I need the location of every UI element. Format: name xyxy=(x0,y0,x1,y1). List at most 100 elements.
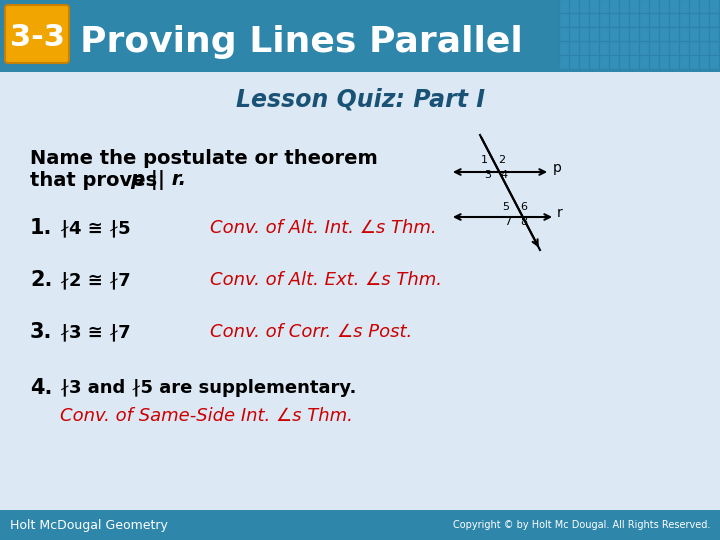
Text: 3-3: 3-3 xyxy=(9,24,64,52)
Text: 3: 3 xyxy=(485,170,492,180)
FancyBboxPatch shape xyxy=(650,14,659,27)
FancyBboxPatch shape xyxy=(700,42,709,55)
Text: Name the postulate or theorem: Name the postulate or theorem xyxy=(30,148,378,167)
FancyBboxPatch shape xyxy=(570,56,579,69)
FancyBboxPatch shape xyxy=(620,28,629,41)
Text: 1.: 1. xyxy=(30,218,53,238)
Text: 4: 4 xyxy=(500,170,508,180)
Text: ∤4 ≅ ∤5: ∤4 ≅ ∤5 xyxy=(60,219,130,237)
FancyBboxPatch shape xyxy=(590,28,599,41)
FancyBboxPatch shape xyxy=(620,56,629,69)
FancyBboxPatch shape xyxy=(610,56,619,69)
FancyBboxPatch shape xyxy=(570,0,579,13)
FancyBboxPatch shape xyxy=(700,56,709,69)
FancyBboxPatch shape xyxy=(640,28,649,41)
FancyBboxPatch shape xyxy=(600,28,609,41)
FancyBboxPatch shape xyxy=(630,42,639,55)
FancyBboxPatch shape xyxy=(0,0,720,72)
FancyBboxPatch shape xyxy=(640,14,649,27)
FancyBboxPatch shape xyxy=(670,0,679,13)
FancyBboxPatch shape xyxy=(620,0,629,13)
FancyBboxPatch shape xyxy=(710,42,719,55)
FancyBboxPatch shape xyxy=(710,28,719,41)
Text: Conv. of Alt. Int. ∠s Thm.: Conv. of Alt. Int. ∠s Thm. xyxy=(210,219,436,237)
FancyBboxPatch shape xyxy=(640,42,649,55)
FancyBboxPatch shape xyxy=(610,28,619,41)
FancyBboxPatch shape xyxy=(680,14,689,27)
FancyBboxPatch shape xyxy=(590,42,599,55)
FancyBboxPatch shape xyxy=(660,56,669,69)
Text: 2: 2 xyxy=(498,155,505,165)
FancyBboxPatch shape xyxy=(660,0,669,13)
FancyBboxPatch shape xyxy=(610,42,619,55)
FancyBboxPatch shape xyxy=(580,28,589,41)
FancyBboxPatch shape xyxy=(600,56,609,69)
Text: 4.: 4. xyxy=(30,378,53,398)
Text: ∤2 ≅ ∤7: ∤2 ≅ ∤7 xyxy=(60,271,130,289)
Text: Copyright © by Holt Mc Dougal. All Rights Reserved.: Copyright © by Holt Mc Dougal. All Right… xyxy=(453,520,710,530)
Text: r: r xyxy=(557,206,563,220)
FancyBboxPatch shape xyxy=(560,0,569,13)
FancyBboxPatch shape xyxy=(630,56,639,69)
FancyBboxPatch shape xyxy=(680,56,689,69)
FancyBboxPatch shape xyxy=(560,56,569,69)
Text: Proving Lines Parallel: Proving Lines Parallel xyxy=(80,25,523,59)
Text: p || r.: p || r. xyxy=(130,170,186,190)
FancyBboxPatch shape xyxy=(610,0,619,13)
Text: p: p xyxy=(553,161,562,175)
FancyBboxPatch shape xyxy=(560,28,569,41)
FancyBboxPatch shape xyxy=(640,56,649,69)
FancyBboxPatch shape xyxy=(620,42,629,55)
FancyBboxPatch shape xyxy=(560,42,569,55)
FancyBboxPatch shape xyxy=(590,0,599,13)
Text: Conv. of Same-Side Int. ∠s Thm.: Conv. of Same-Side Int. ∠s Thm. xyxy=(60,407,353,425)
FancyBboxPatch shape xyxy=(570,42,579,55)
Text: that proves: that proves xyxy=(30,171,164,190)
FancyBboxPatch shape xyxy=(710,56,719,69)
FancyBboxPatch shape xyxy=(660,28,669,41)
Text: Conv. of Alt. Ext. ∠s Thm.: Conv. of Alt. Ext. ∠s Thm. xyxy=(210,271,442,289)
FancyBboxPatch shape xyxy=(700,14,709,27)
FancyBboxPatch shape xyxy=(650,42,659,55)
FancyBboxPatch shape xyxy=(710,0,719,13)
FancyBboxPatch shape xyxy=(580,14,589,27)
FancyBboxPatch shape xyxy=(680,28,689,41)
Text: 5: 5 xyxy=(503,202,510,212)
FancyBboxPatch shape xyxy=(620,14,629,27)
Text: 2.: 2. xyxy=(30,270,53,290)
Text: 7: 7 xyxy=(505,217,512,227)
FancyBboxPatch shape xyxy=(630,0,639,13)
FancyBboxPatch shape xyxy=(690,14,699,27)
FancyBboxPatch shape xyxy=(710,14,719,27)
FancyBboxPatch shape xyxy=(670,14,679,27)
FancyBboxPatch shape xyxy=(690,28,699,41)
Text: 3.: 3. xyxy=(30,322,53,342)
FancyBboxPatch shape xyxy=(600,0,609,13)
FancyBboxPatch shape xyxy=(600,14,609,27)
FancyBboxPatch shape xyxy=(690,56,699,69)
FancyBboxPatch shape xyxy=(0,510,720,540)
Text: ∤3 and ∤5 are supplementary.: ∤3 and ∤5 are supplementary. xyxy=(60,379,356,397)
FancyBboxPatch shape xyxy=(590,14,599,27)
FancyBboxPatch shape xyxy=(650,0,659,13)
FancyBboxPatch shape xyxy=(630,28,639,41)
Text: 1: 1 xyxy=(480,155,487,165)
FancyBboxPatch shape xyxy=(680,42,689,55)
FancyBboxPatch shape xyxy=(680,0,689,13)
FancyBboxPatch shape xyxy=(670,56,679,69)
Text: 6: 6 xyxy=(521,202,528,212)
FancyBboxPatch shape xyxy=(580,0,589,13)
FancyBboxPatch shape xyxy=(660,42,669,55)
FancyBboxPatch shape xyxy=(580,42,589,55)
FancyBboxPatch shape xyxy=(670,42,679,55)
FancyBboxPatch shape xyxy=(570,28,579,41)
Text: Holt McDougal Geometry: Holt McDougal Geometry xyxy=(10,518,168,531)
FancyBboxPatch shape xyxy=(570,14,579,27)
FancyBboxPatch shape xyxy=(690,0,699,13)
Text: ∤3 ≅ ∤7: ∤3 ≅ ∤7 xyxy=(60,323,130,341)
Text: Conv. of Corr. ∠s Post.: Conv. of Corr. ∠s Post. xyxy=(210,323,413,341)
FancyBboxPatch shape xyxy=(5,5,69,63)
FancyBboxPatch shape xyxy=(590,56,599,69)
FancyBboxPatch shape xyxy=(650,28,659,41)
FancyBboxPatch shape xyxy=(560,14,569,27)
